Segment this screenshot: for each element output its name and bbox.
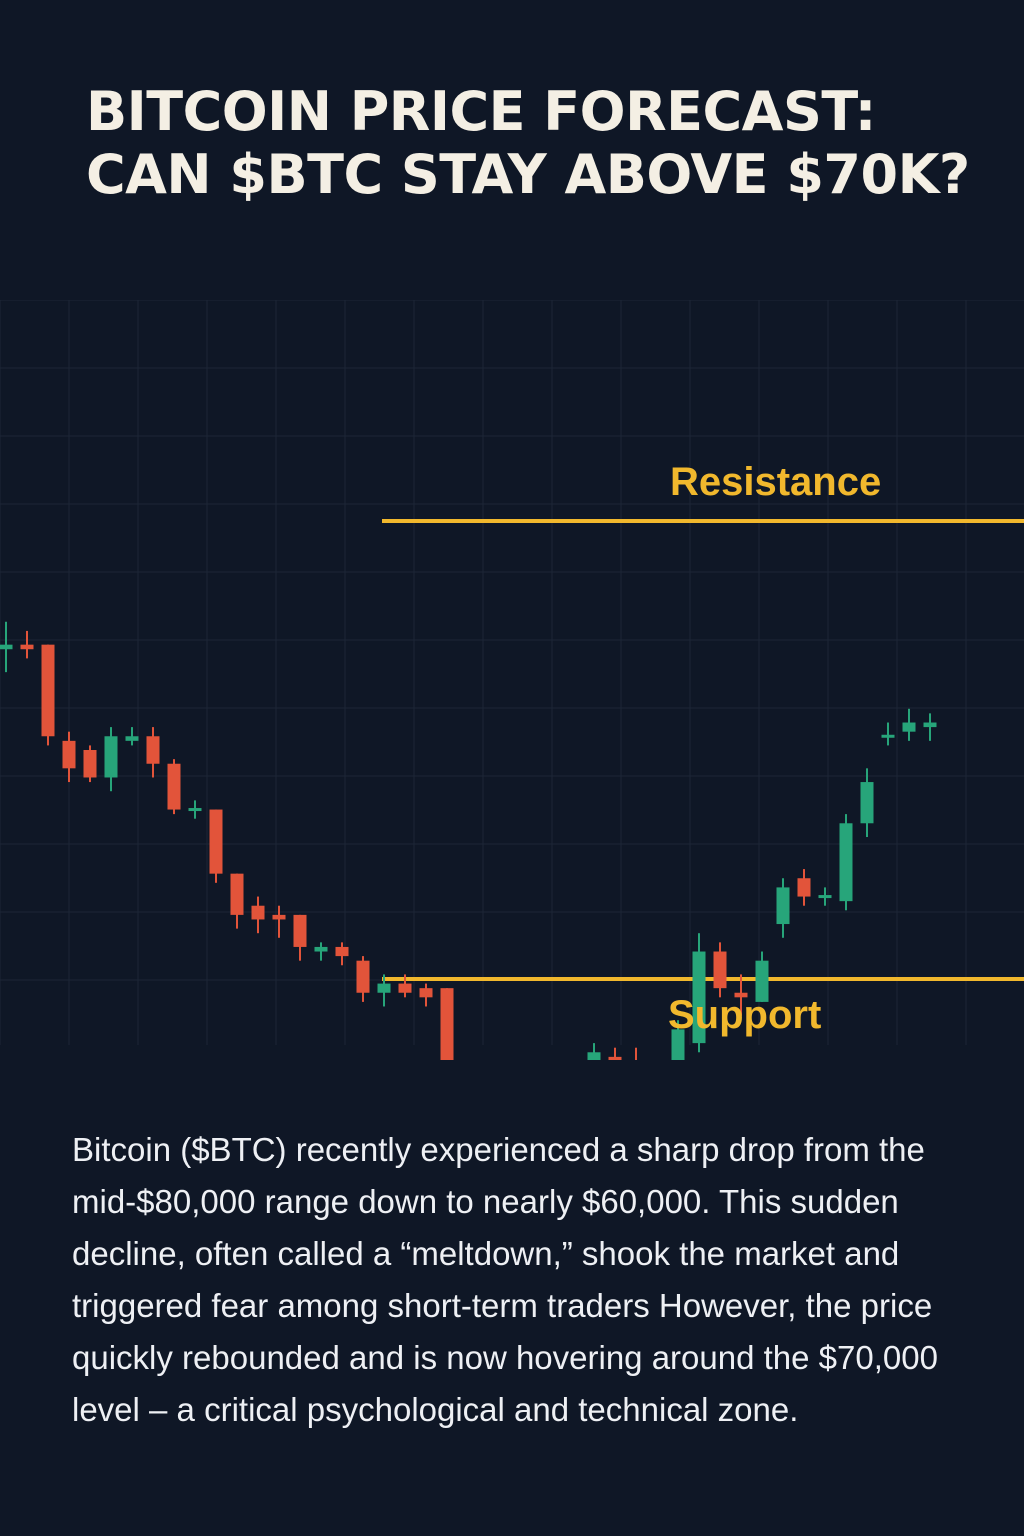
candle-body bbox=[293, 914, 307, 947]
candle-bearish bbox=[419, 983, 433, 1007]
candle-bearish bbox=[713, 942, 727, 998]
candle-body bbox=[734, 992, 748, 998]
candle-bullish bbox=[104, 727, 118, 792]
candle-body bbox=[314, 946, 328, 952]
candle-body bbox=[839, 823, 853, 902]
candle-body bbox=[608, 1056, 622, 1060]
candle-bearish bbox=[335, 942, 349, 966]
candle-bearish bbox=[734, 974, 748, 1016]
support-label: Support bbox=[668, 993, 822, 1037]
candle-bearish bbox=[398, 974, 412, 998]
candle-bullish bbox=[881, 722, 895, 746]
candle-body bbox=[83, 750, 97, 778]
candle-body bbox=[755, 960, 769, 1002]
candle-bearish bbox=[608, 1047, 622, 1060]
candle-bullish bbox=[0, 621, 13, 673]
candle-bullish bbox=[188, 800, 202, 819]
candle-bullish bbox=[692, 933, 706, 1053]
candle-body bbox=[671, 1029, 685, 1060]
candle-body bbox=[272, 914, 286, 920]
candle-bearish bbox=[62, 731, 76, 783]
candle-bearish bbox=[167, 759, 181, 815]
candle-body bbox=[335, 946, 349, 957]
candle-bearish bbox=[83, 745, 97, 783]
candle-body bbox=[713, 951, 727, 989]
candle-bullish bbox=[587, 1043, 601, 1060]
candle-bearish bbox=[635, 1047, 637, 1060]
candle-bearish bbox=[209, 809, 223, 883]
candle-bullish bbox=[818, 887, 832, 906]
candle-bullish bbox=[776, 878, 790, 938]
candle-bearish bbox=[20, 630, 34, 659]
candle-bullish bbox=[125, 727, 139, 746]
candle-body bbox=[209, 809, 223, 874]
candle-body bbox=[776, 887, 790, 925]
candle-body bbox=[188, 808, 202, 812]
candle-bearish bbox=[356, 956, 370, 1002]
candle-body bbox=[818, 895, 832, 899]
candle-bearish bbox=[440, 988, 454, 1060]
candle-body bbox=[377, 983, 391, 993]
candle-body bbox=[356, 960, 370, 993]
headline-line-2: CAN $BTC STAY ABOVE $70K? bbox=[86, 143, 970, 206]
candle-bullish bbox=[923, 713, 937, 741]
candle-body bbox=[230, 873, 244, 915]
candle-bearish bbox=[293, 914, 307, 961]
candle-bullish bbox=[671, 1020, 685, 1060]
candle-body bbox=[251, 905, 265, 920]
candle-bearish bbox=[797, 869, 811, 906]
candle-body bbox=[146, 736, 160, 764]
candle-body bbox=[860, 782, 874, 824]
candle-body bbox=[0, 644, 13, 650]
level-lines bbox=[382, 519, 1024, 981]
candle-bearish bbox=[230, 873, 244, 929]
candle-body bbox=[440, 988, 454, 1060]
candle-body bbox=[62, 740, 76, 769]
candle-body bbox=[167, 763, 181, 810]
chart-grid bbox=[0, 300, 1024, 1045]
candle-body bbox=[797, 878, 811, 897]
candle-body bbox=[902, 722, 916, 732]
candle-bullish bbox=[755, 951, 769, 1002]
candle-body bbox=[20, 644, 34, 650]
candle-body bbox=[881, 734, 895, 738]
candle-bearish bbox=[146, 727, 160, 778]
candle-body bbox=[587, 1052, 601, 1060]
candles bbox=[0, 621, 937, 1060]
candle-body bbox=[923, 722, 937, 728]
candle-body bbox=[41, 644, 55, 737]
candle-bearish bbox=[251, 896, 265, 934]
headline-line-1: BITCOIN PRICE FORECAST: bbox=[86, 80, 876, 143]
candle-bullish bbox=[377, 974, 391, 1007]
candle-body bbox=[692, 951, 706, 1044]
body-paragraph: Bitcoin ($BTC) recently experienced a sh… bbox=[72, 1131, 938, 1428]
candle-bullish bbox=[839, 814, 853, 911]
candle-body bbox=[398, 983, 412, 993]
headline: BITCOIN PRICE FORECAST: CAN $BTC STAY AB… bbox=[86, 80, 986, 206]
candle-bullish bbox=[860, 768, 874, 838]
candle-body bbox=[419, 988, 433, 998]
candle-bearish bbox=[41, 644, 55, 746]
resistance-label: Resistance bbox=[670, 460, 882, 504]
candle-bearish bbox=[272, 905, 286, 938]
candle-bullish bbox=[902, 708, 916, 741]
candle-body bbox=[104, 736, 118, 778]
candlestick-chart bbox=[0, 300, 1024, 1060]
candle-bullish bbox=[314, 942, 328, 961]
candle-body bbox=[125, 736, 139, 741]
